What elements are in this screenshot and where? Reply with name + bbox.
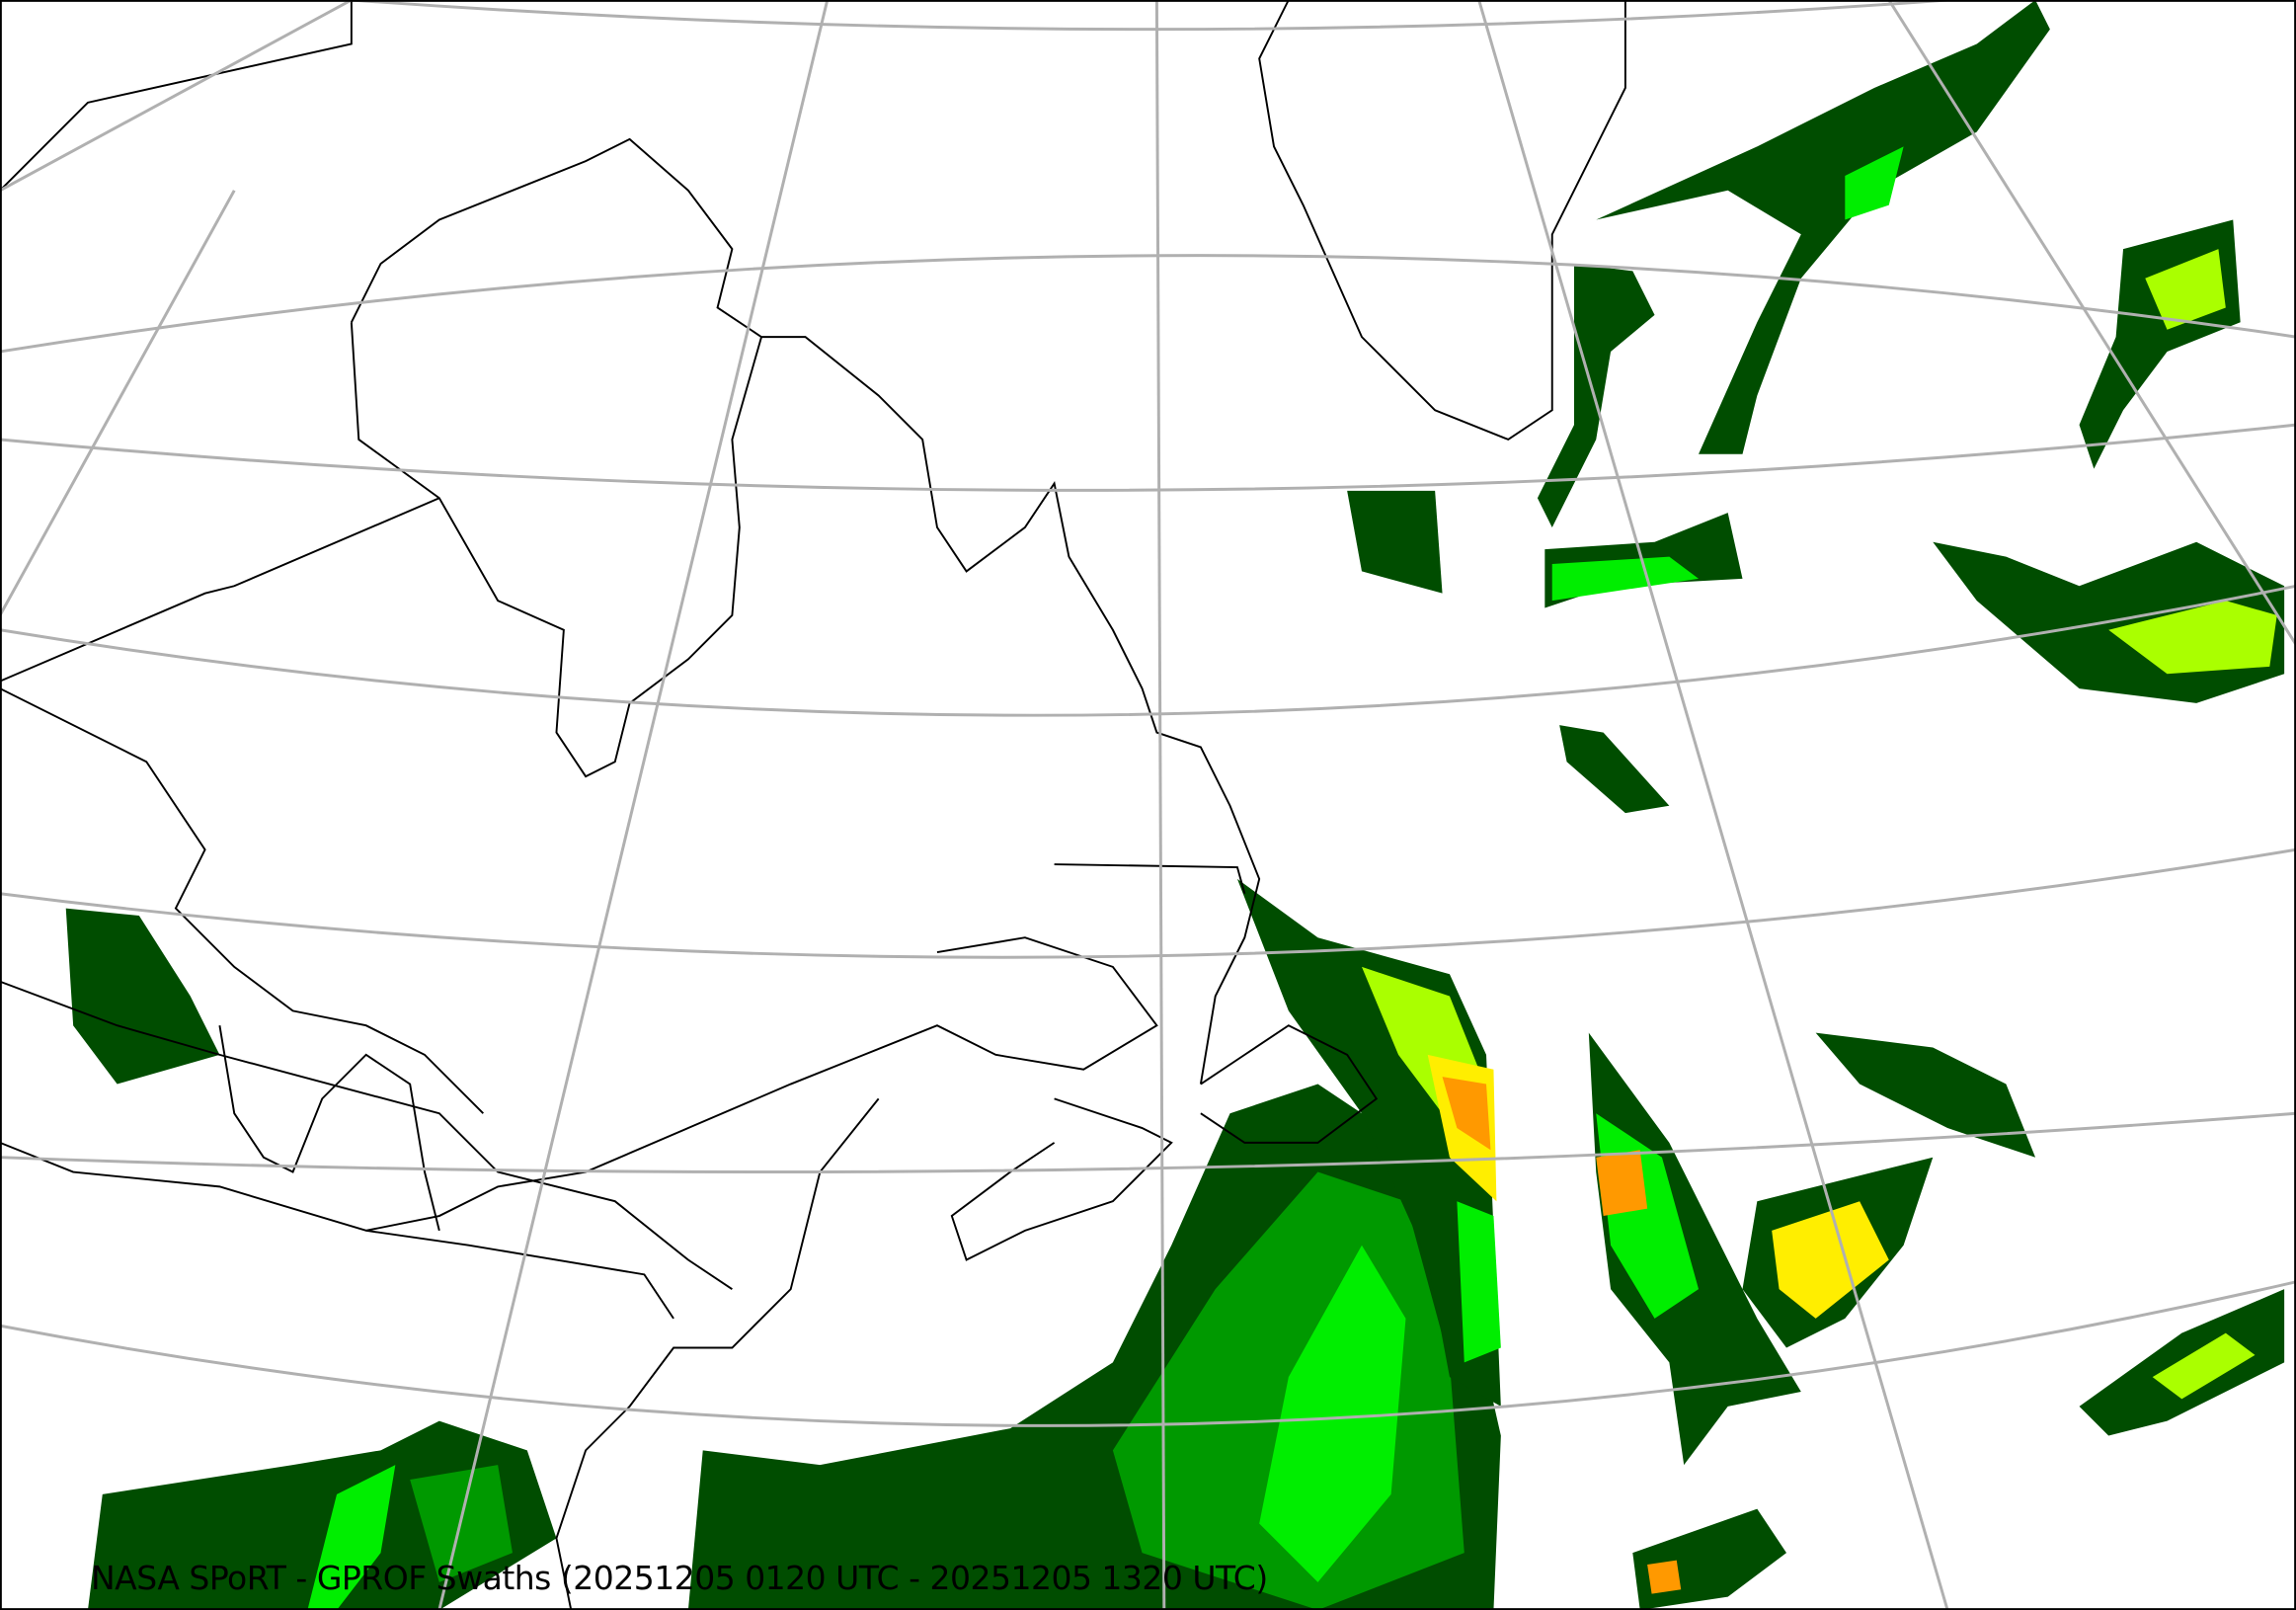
precip-area-dark-green	[1588, 1032, 1801, 1466]
map-caption: NASA SPoRT - GPROF Swaths (20251205 0120…	[91, 1559, 1268, 1597]
coastline	[1258, 0, 1626, 442]
precipitation-layer	[65, 0, 2285, 1610]
longitude-line	[1887, 0, 2296, 646]
precip-area-dark-green	[1559, 725, 1670, 814]
coastline	[0, 687, 484, 1114]
precip-area-yellow-green	[2108, 601, 2277, 675]
coastline	[555, 1097, 880, 1610]
coastline	[351, 137, 1261, 1085]
precip-area-yellow	[1772, 1201, 1889, 1319]
precip-area-orange	[1442, 1077, 1491, 1151]
latitude-line	[0, 423, 2296, 492]
coastline	[350, 322, 762, 778]
coastline	[0, 497, 440, 683]
coastline	[0, 980, 733, 1290]
precip-area-bright-green	[307, 1465, 396, 1610]
precip-area-yellow-green	[2145, 249, 2226, 330]
coastline	[218, 1025, 440, 1232]
coastline-layer	[0, 0, 1626, 1610]
precip-area-dark-green	[1815, 1032, 2036, 1158]
longitude-line	[1154, 0, 1166, 1610]
latitude-line	[0, 254, 2296, 354]
precip-area-bright-green	[1259, 1245, 1406, 1582]
precip-area-bright-green	[1551, 556, 1700, 602]
coastline	[950, 1097, 1173, 1261]
longitude-line	[1477, 0, 1949, 1610]
precip-area-yellow-green	[2152, 1332, 2256, 1400]
latitude-line	[0, 584, 2296, 717]
precip-area-dark-green	[1537, 263, 1655, 527]
precip-area-bright-green	[1845, 146, 1904, 220]
latitude-line	[0, 1111, 2296, 1174]
precip-area-dark-green	[1596, 0, 2050, 454]
precip-area-bright-green	[1457, 1201, 1501, 1363]
longitude-line	[0, 0, 353, 193]
longitude-line	[0, 190, 236, 616]
latitude-line	[0, 847, 2296, 959]
precip-area-dark-green	[65, 908, 220, 1085]
latitude-line	[351, 0, 1948, 32]
precip-area-dark-green	[1347, 490, 1443, 594]
coastline	[1054, 863, 1246, 894]
coastline	[0, 0, 353, 192]
precip-area-dark-green	[1632, 1508, 1786, 1610]
latitude-line	[0, 1280, 2296, 1427]
coastline	[365, 936, 1158, 1232]
precip-area-orange	[1647, 1560, 1682, 1594]
precip-area-orange	[1596, 1150, 1648, 1217]
coastline	[1200, 1024, 1379, 1144]
longitude-line	[437, 0, 830, 1610]
coastline	[0, 1141, 674, 1320]
